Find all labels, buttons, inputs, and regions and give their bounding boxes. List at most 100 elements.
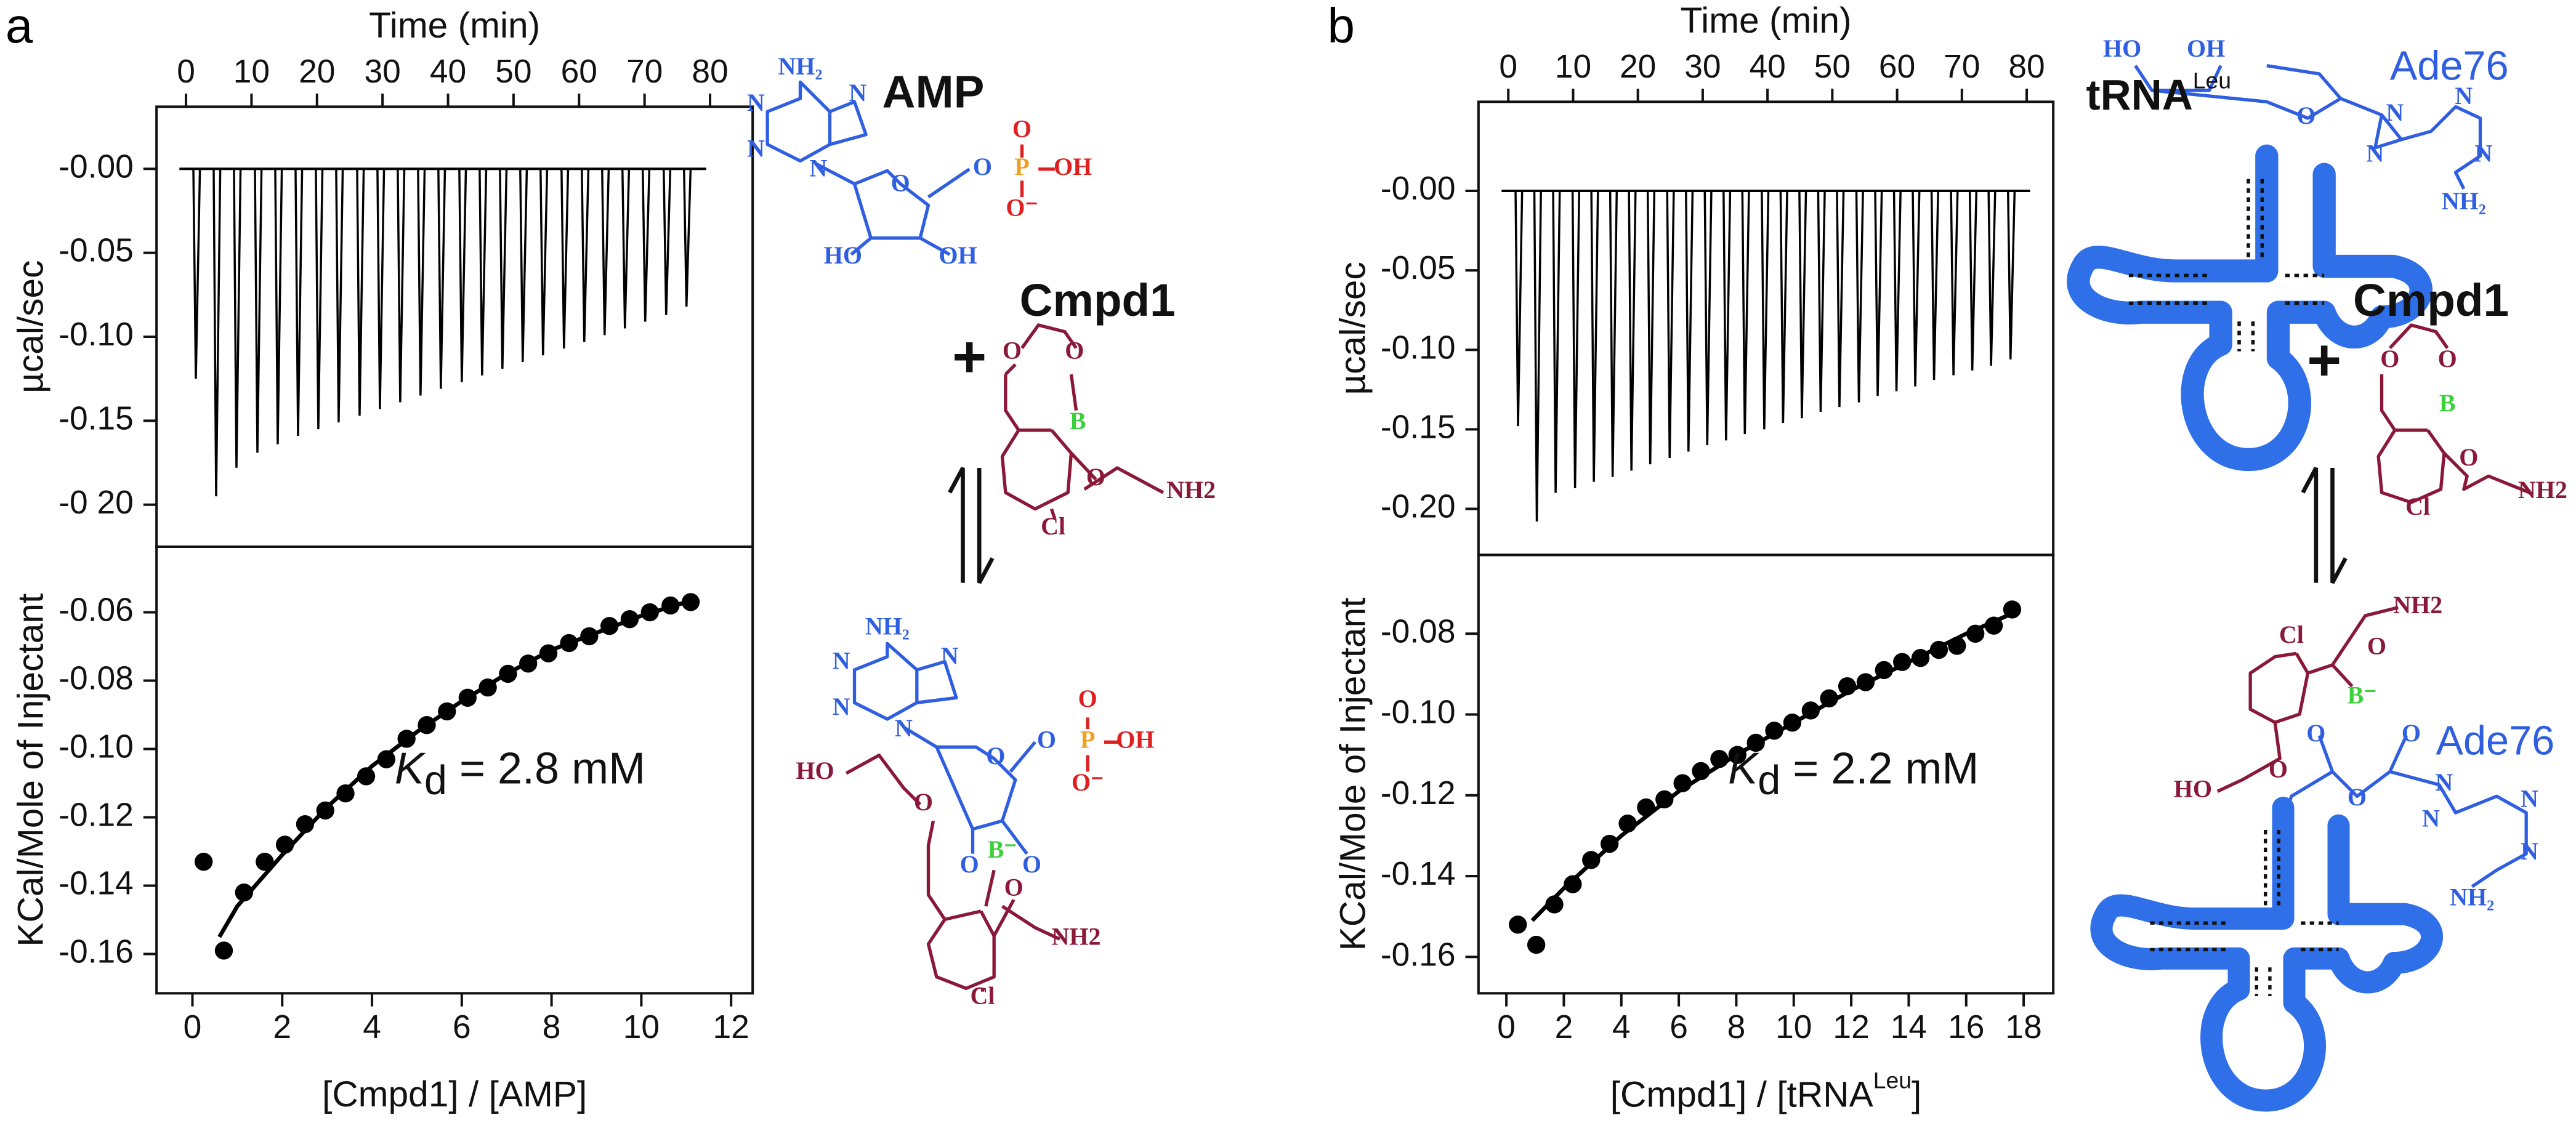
data-point xyxy=(1765,722,1783,740)
y-tick-label: -0.05 xyxy=(1381,250,1456,286)
x-tick-label: 14 xyxy=(1891,1009,1927,1045)
data-point xyxy=(1911,649,1930,667)
data-point xyxy=(1527,935,1546,954)
data-point xyxy=(1820,689,1838,707)
atom-label: NH₂ xyxy=(2450,884,2494,911)
kd-value: = 2.2 mM xyxy=(1780,744,1979,793)
injection-peak xyxy=(1874,190,1883,396)
x-axis-title-text: [Cmpd1] / [tRNA xyxy=(1610,1074,1874,1114)
kd-symbol: K xyxy=(1728,744,1759,793)
data-point xyxy=(1692,762,1710,781)
data-point xyxy=(1655,790,1674,809)
y-tick-label: -0.16 xyxy=(1381,936,1456,973)
structure-ade76 xyxy=(2134,64,2482,190)
kd-annotation: Kd = 2.2 mM xyxy=(1728,744,1979,803)
atom-label: O xyxy=(2269,755,2288,783)
atom-label: NH₂ xyxy=(865,613,910,640)
atom-label: O xyxy=(2348,783,2367,811)
injection-peak xyxy=(1950,190,1959,376)
atom-label: NH₂ xyxy=(778,52,823,80)
x-tick-label: 18 xyxy=(2005,1009,2041,1045)
x-tick-label: 10 xyxy=(623,1009,660,1045)
atom-label: NH2 xyxy=(2393,591,2442,619)
atom-label: N xyxy=(2521,785,2538,813)
atom-label: O xyxy=(1022,850,1041,878)
data-point xyxy=(1838,677,1857,696)
atom-label: NH2 xyxy=(2518,476,2567,504)
data-point xyxy=(1728,746,1746,764)
injection-peak xyxy=(581,169,590,342)
x-tick-label: 4 xyxy=(1612,1009,1631,1045)
data-point xyxy=(519,654,538,673)
data-point xyxy=(661,596,680,615)
x-tick-label: 80 xyxy=(2008,49,2045,85)
plus-sign: + xyxy=(2307,327,2341,393)
y-tick-label: -0.06 xyxy=(59,592,134,629)
data-point xyxy=(1783,713,1802,732)
y-tick-label: -0.10 xyxy=(1381,694,1456,731)
injection-peak xyxy=(1685,190,1694,452)
compound-name: Cmpd1 xyxy=(1020,274,1176,326)
x-tick-label: 20 xyxy=(299,54,335,90)
x-tick-label: 8 xyxy=(1727,1009,1746,1045)
data-point xyxy=(1984,616,2003,635)
data-point xyxy=(397,730,416,748)
atom-label: P xyxy=(1014,153,1029,180)
data-point xyxy=(195,853,213,871)
injection-peak xyxy=(663,169,672,315)
nucleotide-name: Ade76 xyxy=(2436,718,2555,764)
ligand-name-text: tRNA xyxy=(2086,71,2193,119)
injection-peak xyxy=(1761,190,1770,430)
x-tick-label: 50 xyxy=(1814,49,1851,85)
data-point xyxy=(499,664,517,683)
data-point xyxy=(1618,815,1637,833)
atom-label: Cl xyxy=(2405,493,2430,520)
x-tick-label: 4 xyxy=(363,1009,381,1045)
atom-label: P xyxy=(1080,726,1095,754)
injection-peak xyxy=(1836,190,1845,408)
data-point xyxy=(458,688,477,707)
y-axis-title: KCal/Mole of Injectant xyxy=(11,594,51,947)
y-tick-label: -0.10 xyxy=(1381,329,1456,366)
atom-label: HO xyxy=(2174,775,2212,803)
injection-peak xyxy=(212,169,222,497)
data-point xyxy=(357,767,376,786)
atom-label: O xyxy=(1078,685,1097,712)
data-point xyxy=(256,853,274,871)
x-axis-title: [Cmpd1] / [AMP] xyxy=(322,1074,587,1114)
injection-peak xyxy=(1628,190,1637,471)
injection-peak xyxy=(539,169,549,356)
injection-peak xyxy=(1912,190,1921,387)
injection-peak xyxy=(356,169,365,416)
data-point xyxy=(296,815,315,834)
injection-peak xyxy=(1779,190,1788,424)
structure-cmpd1 xyxy=(1000,323,1165,520)
atom-label: O xyxy=(1012,115,1032,143)
atom-label: Cl xyxy=(971,982,995,1010)
atom-label: O xyxy=(1004,874,1024,901)
y-tick-label: -0.16 xyxy=(59,934,134,970)
injection-peak xyxy=(417,169,426,396)
atom-label: HO xyxy=(824,241,862,269)
nucleotide-name: Ade76 xyxy=(2390,44,2509,89)
data-point xyxy=(275,835,294,854)
atom-label: NH₂ xyxy=(2442,187,2486,215)
injection-peak xyxy=(437,169,446,389)
y-tick-label: -0.00 xyxy=(1381,171,1456,207)
atom-label: O xyxy=(914,788,933,816)
data-point xyxy=(1966,624,1985,643)
atom-label: HO xyxy=(796,757,834,784)
data-point xyxy=(1637,798,1655,817)
injection-peak xyxy=(1571,190,1581,488)
injection-peak xyxy=(1930,190,1939,380)
data-point xyxy=(1801,701,1820,720)
atom-label: NH2 xyxy=(1052,923,1101,951)
x-tick-label: 6 xyxy=(453,1009,471,1045)
injection-peak xyxy=(601,169,610,336)
data-point xyxy=(620,610,639,629)
x-tick-label: 0 xyxy=(184,1009,202,1045)
injection-peak xyxy=(1798,190,1807,419)
y-axis-title: µcal/sec xyxy=(11,260,51,393)
injection-peak xyxy=(335,169,344,423)
atom-label: OH xyxy=(2187,34,2225,62)
